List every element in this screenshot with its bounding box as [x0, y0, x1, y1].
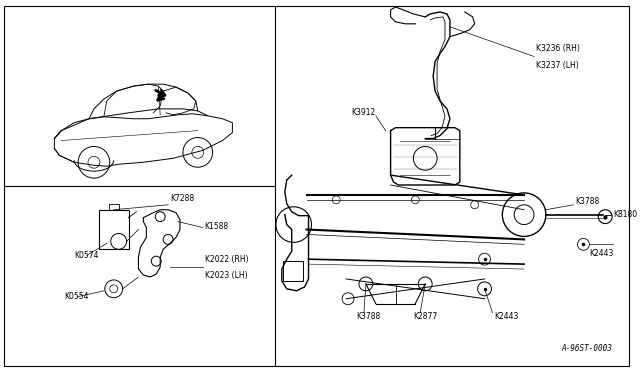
Text: K2443: K2443 [589, 249, 614, 258]
Text: K8180: K8180 [613, 210, 637, 219]
Text: K1588: K1588 [205, 222, 229, 231]
Text: K3788: K3788 [575, 197, 600, 206]
Text: K2022 (RH): K2022 (RH) [205, 255, 248, 264]
Text: K7288: K7288 [170, 194, 194, 203]
Text: K3236 (RH): K3236 (RH) [536, 45, 580, 54]
Text: A-96ST-0003: A-96ST-0003 [562, 344, 612, 353]
Text: K3237 (LH): K3237 (LH) [536, 61, 579, 70]
Bar [283, 261, 303, 281]
Text: K0574: K0574 [74, 251, 99, 260]
Text: K2443: K2443 [495, 312, 519, 321]
Text: K3912: K3912 [351, 108, 375, 117]
Text: K2023 (LH): K2023 (LH) [205, 271, 247, 280]
Text: K0554: K0554 [64, 292, 89, 301]
Text: K2877: K2877 [413, 312, 438, 321]
Text: K3788: K3788 [356, 312, 380, 321]
Bar [99, 210, 129, 249]
